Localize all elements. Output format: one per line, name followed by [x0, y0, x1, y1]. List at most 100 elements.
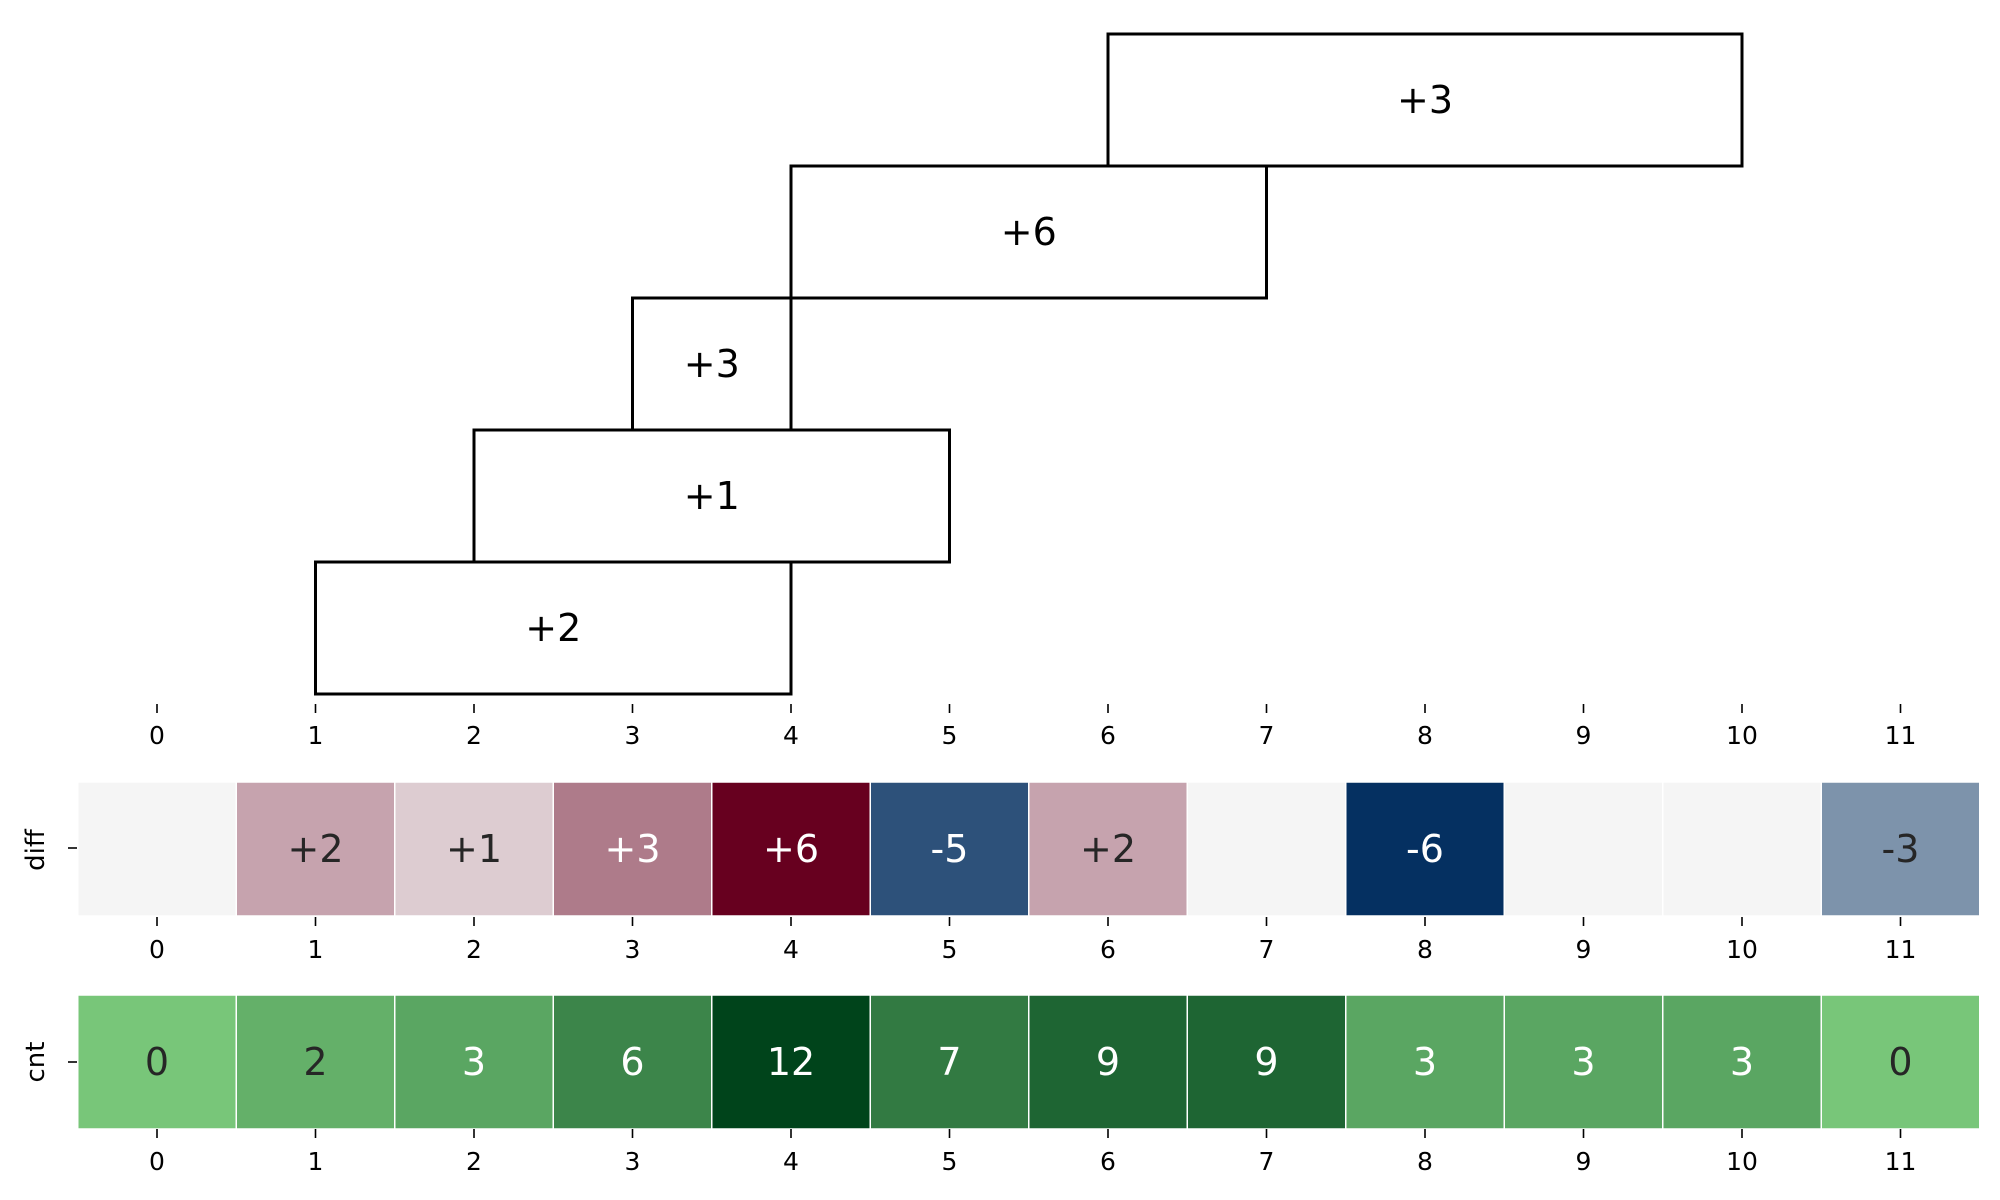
interval-bars: +2 +1 +3 +6 +3 [314, 32, 1744, 696]
cnt-cell-label: 9 [1254, 1040, 1278, 1084]
diff-row: +2 +1 +3 +6 -5 +2 -6 -3 [77, 781, 1981, 917]
axis-tick-label: 0 [149, 1147, 165, 1176]
interval-rect [314, 560, 793, 696]
diff-cell-0 [77, 781, 237, 917]
interval-bar-3: +6 [789, 164, 1268, 300]
interval-rect [789, 164, 1268, 300]
axis-tick-label: 7 [1259, 935, 1275, 964]
diff-cell-rect [552, 781, 713, 917]
axis-tick-label: 3 [625, 721, 641, 750]
axis-tick-label: 9 [1576, 935, 1592, 964]
cnt-cell-2: 3 [394, 994, 554, 1130]
cnt-cell-11: 0 [1820, 994, 1981, 1130]
diff-row-label: diff [21, 828, 51, 871]
axis-tick-label: 0 [149, 935, 165, 964]
axis-tick-label: 2 [466, 721, 482, 750]
diff-cell-6: +2 [1028, 781, 1188, 917]
axis-tick-label: 10 [1726, 1147, 1758, 1176]
cnt-cell-rect [1028, 994, 1188, 1130]
diff-cell-label: +3 [604, 827, 660, 871]
cnt-cell-1: 2 [235, 994, 396, 1130]
diff-cell-rect [1028, 781, 1188, 917]
cnt-cell-label: 3 [1413, 1040, 1437, 1084]
cnt-row-label: cnt [21, 1042, 51, 1083]
cnt-cell-rect [1662, 994, 1822, 1130]
axis-tick-label: 4 [783, 935, 799, 964]
axis-tick-label: 0 [149, 721, 165, 750]
diff-cell-8: -6 [1345, 781, 1505, 917]
axis-tick-label: 4 [783, 1147, 799, 1176]
cnt-cell-label: 0 [1888, 1040, 1912, 1084]
axis-tick-label: 10 [1726, 935, 1758, 964]
axis-tick-label: 9 [1576, 721, 1592, 750]
cnt-cell-label: 3 [1571, 1040, 1595, 1084]
axis-tick-label: 1 [308, 1147, 324, 1176]
axis-tick-label: 1 [308, 935, 324, 964]
cnt-cell-9: 3 [1503, 994, 1664, 1130]
cnt-cell-label: 2 [303, 1040, 327, 1084]
cnt-cell-label: 3 [1730, 1040, 1754, 1084]
axis-tick-label: 6 [1100, 1147, 1116, 1176]
interval-bar-1: +1 [472, 428, 951, 564]
axis-tick-label: 8 [1417, 935, 1433, 964]
interval-rect [472, 428, 951, 564]
interval-label: +3 [1397, 78, 1453, 122]
axis-tick-label: 2 [466, 935, 482, 964]
cnt-axis: 0 1 2 3 4 5 6 7 8 9 10 11 [149, 1129, 1916, 1176]
cnt-cell-3: 6 [552, 994, 713, 1130]
cnt-cell-label: 7 [937, 1040, 961, 1084]
cnt-cell-label: 3 [462, 1040, 486, 1084]
cnt-row: 0 2 3 6 12 7 9 9 3 3 3 0 [77, 994, 1981, 1130]
axis-tick-label: 6 [1100, 935, 1116, 964]
cnt-cell-7: 9 [1186, 994, 1347, 1130]
diff-cell-rect [1820, 781, 1981, 917]
diff-cell-rect [394, 781, 554, 917]
axis-tick-label: 3 [625, 935, 641, 964]
axis-tick-label: 5 [942, 1147, 958, 1176]
diff-cell-rect [1345, 781, 1505, 917]
cnt-cell-label: 6 [620, 1040, 644, 1084]
diff-cell-label: -5 [931, 827, 969, 871]
cnt-cell-label: 0 [145, 1040, 169, 1084]
cnt-cell-rect [77, 994, 237, 1130]
diff-cell-2: +1 [394, 781, 554, 917]
diff-cell-rect [1503, 781, 1664, 917]
diff-cell-3: +3 [552, 781, 713, 917]
cnt-cell-8: 3 [1345, 994, 1505, 1130]
axis-tick-label: 8 [1417, 721, 1433, 750]
interval-rect [631, 296, 793, 432]
axis-tick-label: 11 [1885, 1147, 1917, 1176]
axis-tick-label: 1 [308, 721, 324, 750]
diff-cell-rect [1186, 781, 1347, 917]
cnt-cell-5: 7 [869, 994, 1030, 1130]
diff-cell-label: +2 [1080, 827, 1136, 871]
interval-bar-2: +3 [631, 296, 793, 432]
interval-label: +1 [684, 474, 740, 518]
axis-tick-label: 9 [1576, 1147, 1592, 1176]
interval-rect [1106, 32, 1744, 168]
cnt-cell-rect [1503, 994, 1664, 1130]
diff-cell-9 [1503, 781, 1664, 917]
diff-cell-rect [77, 781, 237, 917]
diff-cell-label: -3 [1882, 827, 1920, 871]
diff-cell-rect [235, 781, 396, 917]
interval-label: +3 [684, 342, 740, 386]
axis-tick-label: 5 [942, 935, 958, 964]
cnt-cell-rect [1820, 994, 1981, 1130]
diff-cell-10 [1662, 781, 1822, 917]
diff-cell-7 [1186, 781, 1347, 917]
diff-cell-label: -6 [1406, 827, 1444, 871]
cnt-cell-6: 9 [1028, 994, 1188, 1130]
axis-tick-label: 8 [1417, 1147, 1433, 1176]
diff-cell-label: +6 [763, 827, 819, 871]
diff-cell-label: +2 [287, 827, 343, 871]
cnt-cell-label: 9 [1096, 1040, 1120, 1084]
diff-cell-4: +6 [711, 781, 871, 917]
diff-cell-rect [711, 781, 871, 917]
diff-cell-label: +1 [446, 827, 502, 871]
axis-tick-label: 11 [1885, 935, 1917, 964]
axis-tick-label: 6 [1100, 721, 1116, 750]
cnt-cell-10: 3 [1662, 994, 1822, 1130]
cnt-cell-4: 12 [711, 994, 871, 1130]
